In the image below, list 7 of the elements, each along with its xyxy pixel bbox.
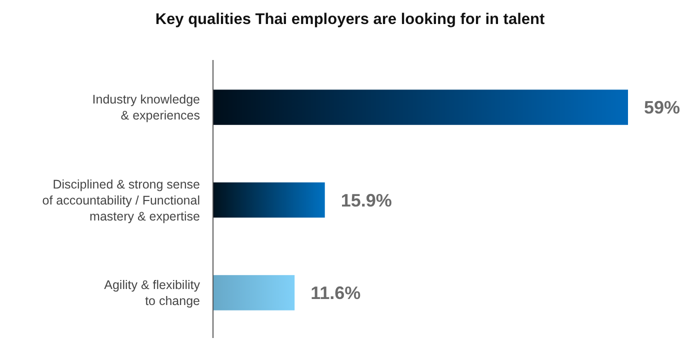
y-tick-label: Disciplined & strong sense of accountability / Functional mastery & expertise <box>42 177 200 224</box>
data-label: 11.6% <box>310 283 361 304</box>
data-label: 59% <box>644 98 680 118</box>
chart-title: Key qualities Thai employers are looking for in talent <box>155 11 545 28</box>
y-tick-label: Agility & flexibility to change <box>104 278 201 308</box>
y-tick-label: Industry knowledge & experiences <box>92 92 200 123</box>
data-label: 15.9% <box>340 190 392 210</box>
